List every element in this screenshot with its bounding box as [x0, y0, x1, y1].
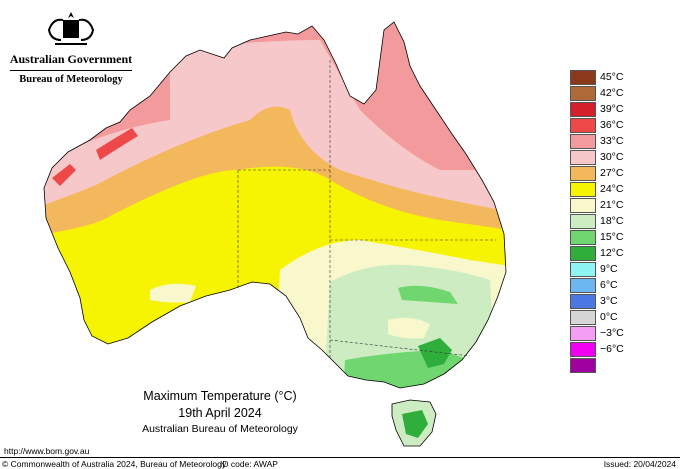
- legend-label: 45°C: [600, 71, 624, 83]
- map-source: Australian Bureau of Meteorology: [142, 423, 298, 435]
- legend-item: −3°C: [570, 325, 624, 341]
- issued-date: Issued: 20/04/2024: [603, 459, 676, 469]
- legend-label: 9°C: [600, 263, 618, 275]
- legend-item: 27°C: [570, 165, 624, 181]
- legend-item: 12°C: [570, 245, 624, 261]
- legend-swatch: [570, 277, 596, 293]
- legend-item: 18°C: [570, 213, 624, 229]
- map-date: 19th April 2024: [178, 406, 262, 420]
- legend-swatch: [570, 181, 596, 197]
- legend-item: 3°C: [570, 293, 624, 309]
- legend-swatch: [570, 101, 596, 117]
- legend-label: 18°C: [600, 215, 624, 227]
- legend-label: −6°C: [600, 343, 624, 355]
- map-caption: Maximum Temperature (°C) 19th April 2024…: [110, 388, 330, 436]
- legend-item: 42°C: [570, 85, 624, 101]
- government-name: Australian Government: [9, 52, 133, 66]
- temperature-legend: 45°C 42°C 39°C 36°C 33°C 30°C 27°C 24°C 21°C 18°C…: [570, 69, 624, 373]
- commonwealth-coat-of-arms-icon: [47, 12, 95, 45]
- legend-item: 15°C: [570, 229, 624, 245]
- state-borders: [237, 60, 496, 360]
- legend-label: 0°C: [600, 311, 618, 323]
- legend-swatch: [570, 293, 596, 309]
- band-36-coast: [52, 164, 76, 186]
- legend-swatch: [570, 85, 596, 101]
- bureau-name: Bureau of Meteorology: [19, 74, 123, 85]
- legend-swatch: [570, 117, 596, 133]
- government-logo: Australian Government Bureau of Meteorol…: [8, 10, 134, 85]
- legend-label: 21°C: [600, 199, 624, 211]
- legend-swatch: [570, 133, 596, 149]
- legend-swatch: [570, 213, 596, 229]
- band-36: [96, 128, 138, 160]
- legend-label: 30°C: [600, 151, 624, 163]
- legend-swatch: [570, 165, 596, 181]
- legend-item: 30°C: [570, 149, 624, 165]
- legend-label: 27°C: [600, 167, 624, 179]
- legend-swatch: [570, 149, 596, 165]
- legend-swatch: [570, 69, 596, 85]
- band-30-north: [240, 55, 340, 100]
- legend-swatch: [570, 357, 596, 373]
- legend-item: [570, 357, 624, 373]
- legend-item: 33°C: [570, 133, 624, 149]
- tasmania-core: [402, 410, 428, 438]
- logo-divider: [10, 70, 132, 71]
- legend-label: 42°C: [600, 87, 624, 99]
- copyright-notice: © Commonwealth of Australia 2024, Bureau…: [2, 459, 227, 469]
- border-nsw-vic: [329, 339, 471, 357]
- tasmania: [391, 399, 437, 447]
- band-21-riverina: [388, 317, 430, 339]
- legend-label: 39°C: [600, 103, 624, 115]
- legend-swatch: [570, 245, 596, 261]
- legend-swatch: [570, 261, 596, 277]
- legend-swatch: [570, 341, 596, 357]
- legend-label: 3°C: [600, 295, 618, 307]
- legend-item: 45°C: [570, 69, 624, 85]
- legend-label: 24°C: [600, 183, 624, 195]
- legend-label: 12°C: [600, 247, 624, 259]
- band-21-inland: [150, 283, 196, 303]
- legend-swatch: [570, 325, 596, 341]
- website-url[interactable]: http://www.bom.gov.au: [4, 446, 90, 456]
- legend-item: −6°C: [570, 341, 624, 357]
- legend-label: 33°C: [600, 135, 624, 147]
- australia-coastline: [43, 21, 507, 389]
- legend-label: −3°C: [600, 327, 624, 339]
- legend-swatch: [570, 197, 596, 213]
- band-12: [418, 338, 452, 368]
- temperature-map: [43, 21, 507, 447]
- legend-swatch: [570, 309, 596, 325]
- legend-item: 36°C: [570, 117, 624, 133]
- footer-divider: [0, 457, 680, 458]
- legend-item: 21°C: [570, 197, 624, 213]
- legend-label: 6°C: [600, 279, 618, 291]
- id-code: ID code: AWAP: [220, 459, 278, 469]
- legend-label: 15°C: [600, 231, 624, 243]
- band-15-ridge: [398, 285, 458, 304]
- legend-label: 36°C: [600, 119, 624, 131]
- legend-item: 24°C: [570, 181, 624, 197]
- legend-item: 6°C: [570, 277, 624, 293]
- legend-swatch: [570, 229, 596, 245]
- legend-item: 9°C: [570, 261, 624, 277]
- legend-item: 0°C: [570, 309, 624, 325]
- map-title: Maximum Temperature (°C): [143, 389, 297, 403]
- legend-item: 39°C: [570, 101, 624, 117]
